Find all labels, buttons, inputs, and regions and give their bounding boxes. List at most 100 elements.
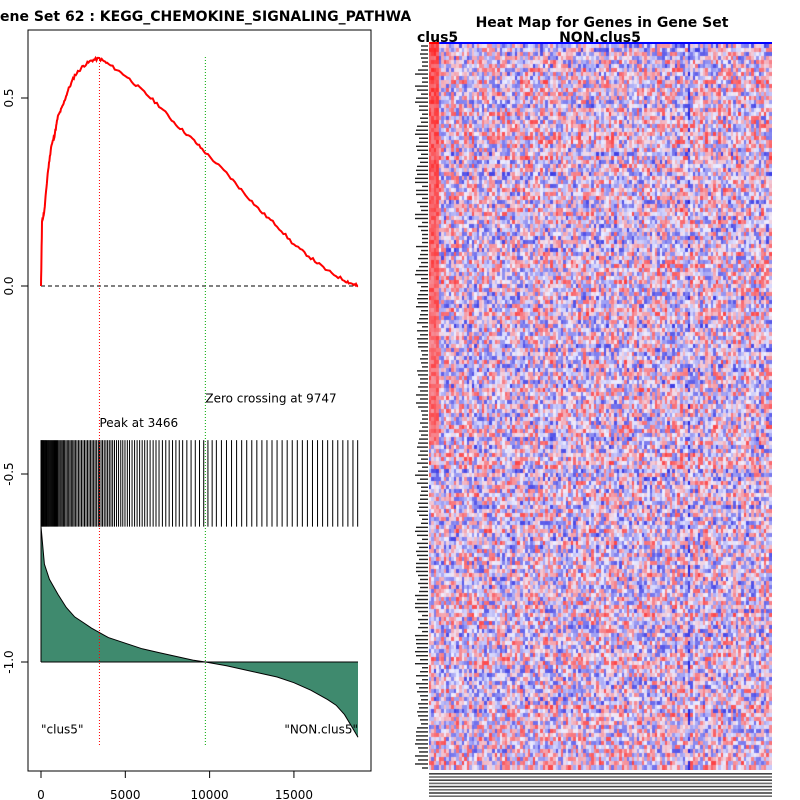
row-label-mark (420, 398, 428, 400)
heatmap-row-labels (415, 45, 428, 769)
row-label-mark (418, 626, 428, 629)
row-label-mark (422, 366, 428, 368)
row-label-mark (418, 574, 428, 577)
row-label-mark (421, 49, 428, 51)
row-label-mark (418, 374, 428, 376)
class-annotation-left: "clus5" (41, 722, 83, 736)
row-label-mark (421, 285, 428, 288)
row-label-mark (421, 57, 428, 59)
ranked-metric-area (41, 526, 358, 738)
row-label-mark (421, 362, 428, 364)
row-label-mark (415, 133, 428, 135)
row-label-mark (420, 498, 428, 500)
row-label-mark (421, 723, 428, 725)
row-label-mark (422, 61, 428, 63)
col-label-mark (429, 789, 772, 791)
row-label-mark (415, 181, 428, 184)
row-label-mark (422, 81, 428, 83)
col-label-mark (429, 782, 772, 785)
row-label-mark (417, 149, 428, 151)
row-label-mark (417, 173, 428, 176)
row-label-mark (416, 683, 428, 685)
row-label-mark (415, 743, 428, 745)
col-label-mark (429, 785, 772, 788)
row-label-mark (416, 675, 428, 677)
row-label-mark (421, 261, 428, 264)
heatmap-grid (429, 44, 772, 770)
row-label-mark (422, 614, 428, 617)
row-label-mark (418, 69, 428, 71)
row-label-mark (417, 281, 428, 284)
heatmap-title: Heat Map for Genes in Gene Set (476, 15, 729, 31)
row-label-mark (419, 141, 428, 143)
row-label-mark (417, 542, 428, 545)
row-label-mark (420, 658, 428, 661)
row-label-mark (422, 414, 428, 416)
row-label-mark (416, 566, 428, 569)
row-label-mark (416, 189, 428, 192)
row-label-mark (418, 470, 428, 472)
gsea-plot-area: 0 5000 10000 15000 -1.0 -0.5 0.0 0.5 Peak at 346… (2, 55, 359, 800)
row-label-mark (417, 330, 428, 332)
row-label-mark (416, 638, 428, 641)
row-label-mark (416, 97, 428, 99)
row-label-mark (420, 378, 428, 380)
row-label-mark (421, 93, 428, 95)
col-label-mark (429, 779, 772, 781)
row-label-mark (417, 446, 428, 448)
row-label-mark (420, 382, 428, 384)
row-label-mark (422, 679, 428, 681)
row-label-mark (415, 602, 428, 605)
row-label-mark (418, 293, 428, 296)
row-label-mark (416, 731, 428, 733)
row-label-mark (415, 755, 428, 757)
row-label-mark (419, 506, 428, 508)
enrichment-plot-title: ene Set 62 : KEGG_CHEMOKINE_SIGNALING_PA… (0, 9, 411, 25)
col-label-mark (429, 773, 772, 775)
row-label-mark (415, 73, 428, 75)
row-label-mark (415, 530, 428, 533)
row-label-mark (422, 241, 428, 244)
row-label-mark (417, 711, 428, 713)
row-label-mark (416, 245, 428, 248)
row-label-mark (418, 610, 428, 613)
row-label-mark (419, 318, 428, 320)
row-label-mark (418, 759, 428, 761)
row-label-mark (421, 121, 428, 123)
row-label-mark (421, 45, 428, 47)
row-label-mark (419, 137, 428, 139)
row-label-mark (419, 514, 428, 516)
peak-label: Peak at 3466 (99, 416, 178, 430)
row-label-mark (420, 622, 428, 625)
row-label-mark (416, 562, 428, 565)
row-label-mark (417, 534, 428, 537)
row-label-mark (419, 546, 428, 549)
row-label-mark (418, 257, 428, 260)
row-label-mark (415, 634, 428, 637)
row-label-mark (420, 422, 428, 424)
row-label-mark (420, 289, 428, 292)
row-label-mark (421, 490, 428, 492)
row-label-mark (415, 663, 428, 665)
row-label-mark (418, 342, 428, 344)
row-label-mark (420, 390, 428, 392)
y-tick-label: -0.5 (2, 462, 16, 485)
row-label-mark (417, 298, 428, 300)
row-label-mark (420, 478, 428, 480)
row-label-mark (418, 582, 428, 585)
row-label-mark (415, 217, 428, 220)
row-label-mark (415, 177, 428, 180)
row-label-mark (420, 358, 428, 360)
row-label-mark (416, 526, 428, 529)
row-label-mark (418, 715, 428, 717)
running-es-line (40, 55, 359, 288)
row-label-mark (416, 193, 428, 196)
row-label-mark (419, 707, 428, 709)
row-label-mark (419, 438, 428, 440)
row-label-mark (422, 426, 428, 428)
row-label-mark (418, 747, 428, 749)
row-label-mark (416, 654, 428, 657)
row-label-mark (422, 767, 428, 769)
row-label-mark (415, 273, 428, 276)
row-label-mark (415, 101, 428, 103)
